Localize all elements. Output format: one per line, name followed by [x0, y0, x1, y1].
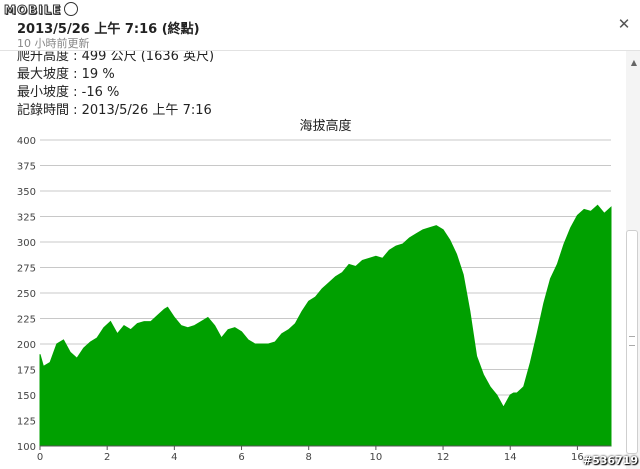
y-tick-label: 175 [17, 366, 36, 377]
x-tick-label: 2 [104, 452, 110, 463]
y-tick-label: 375 [17, 162, 36, 173]
stat-record-time: 記錄時間 : 2013/5/26 上午 7:16 [17, 103, 212, 118]
stat-min-slope: 最小坡度 : -16 % [17, 85, 120, 100]
x-tick-label: 8 [306, 452, 312, 463]
stat-max-slope: 最大坡度 : 19 % [17, 67, 115, 82]
scrollbar-grip-icon [629, 336, 635, 346]
elevation-chart: 海拔高度100125150175200225250275300325350375… [17, 118, 612, 463]
elevation-area [39, 204, 612, 447]
x-tick-label: 4 [171, 452, 177, 463]
stat-climb: 爬升高度 : 499 公尺 (1636 英尺) [17, 49, 215, 64]
page-title: 2013/5/26 上午 7:16 (終點) [17, 22, 200, 37]
y-tick-label: 400 [17, 136, 36, 147]
y-tick-label: 325 [17, 213, 36, 224]
scroll-up-icon[interactable]: ▲ [630, 58, 637, 67]
x-tick-label: 10 [370, 452, 383, 463]
x-tick-label: 12 [437, 452, 450, 463]
watermark: #536719 [582, 454, 638, 467]
x-tick-label: 6 [238, 452, 244, 463]
panel-header: MOBILE 2013/5/26 上午 7:16 (終點) 10 小時前更新 ✕ [0, 0, 640, 51]
stats-list: 爬升高度 : 499 公尺 (1636 英尺) 最大坡度 : 19 % 最小坡度… [17, 48, 214, 120]
logo-text: MOBILE [4, 3, 62, 18]
y-tick-label: 350 [17, 187, 36, 198]
chart-title: 海拔高度 [299, 118, 351, 134]
site-logo: MOBILE [4, 2, 78, 18]
y-tick-label: 250 [17, 289, 36, 300]
close-icon[interactable]: ✕ [617, 15, 631, 33]
x-tick-label: 0 [37, 452, 43, 463]
scrollbar-thumb[interactable] [626, 230, 638, 454]
y-tick-label: 150 [17, 391, 36, 402]
x-tick-label: 16 [571, 452, 584, 463]
y-tick-label: 275 [17, 264, 36, 275]
x-tick-label: 14 [504, 452, 517, 463]
y-tick-label: 200 [17, 340, 36, 351]
y-tick-label: 300 [17, 238, 36, 249]
y-tick-label: 100 [17, 442, 36, 453]
y-tick-label: 125 [17, 417, 36, 428]
logo-face-icon [63, 2, 78, 16]
updated-time: 10 小時前更新 [17, 37, 90, 50]
y-tick-label: 225 [17, 315, 36, 326]
